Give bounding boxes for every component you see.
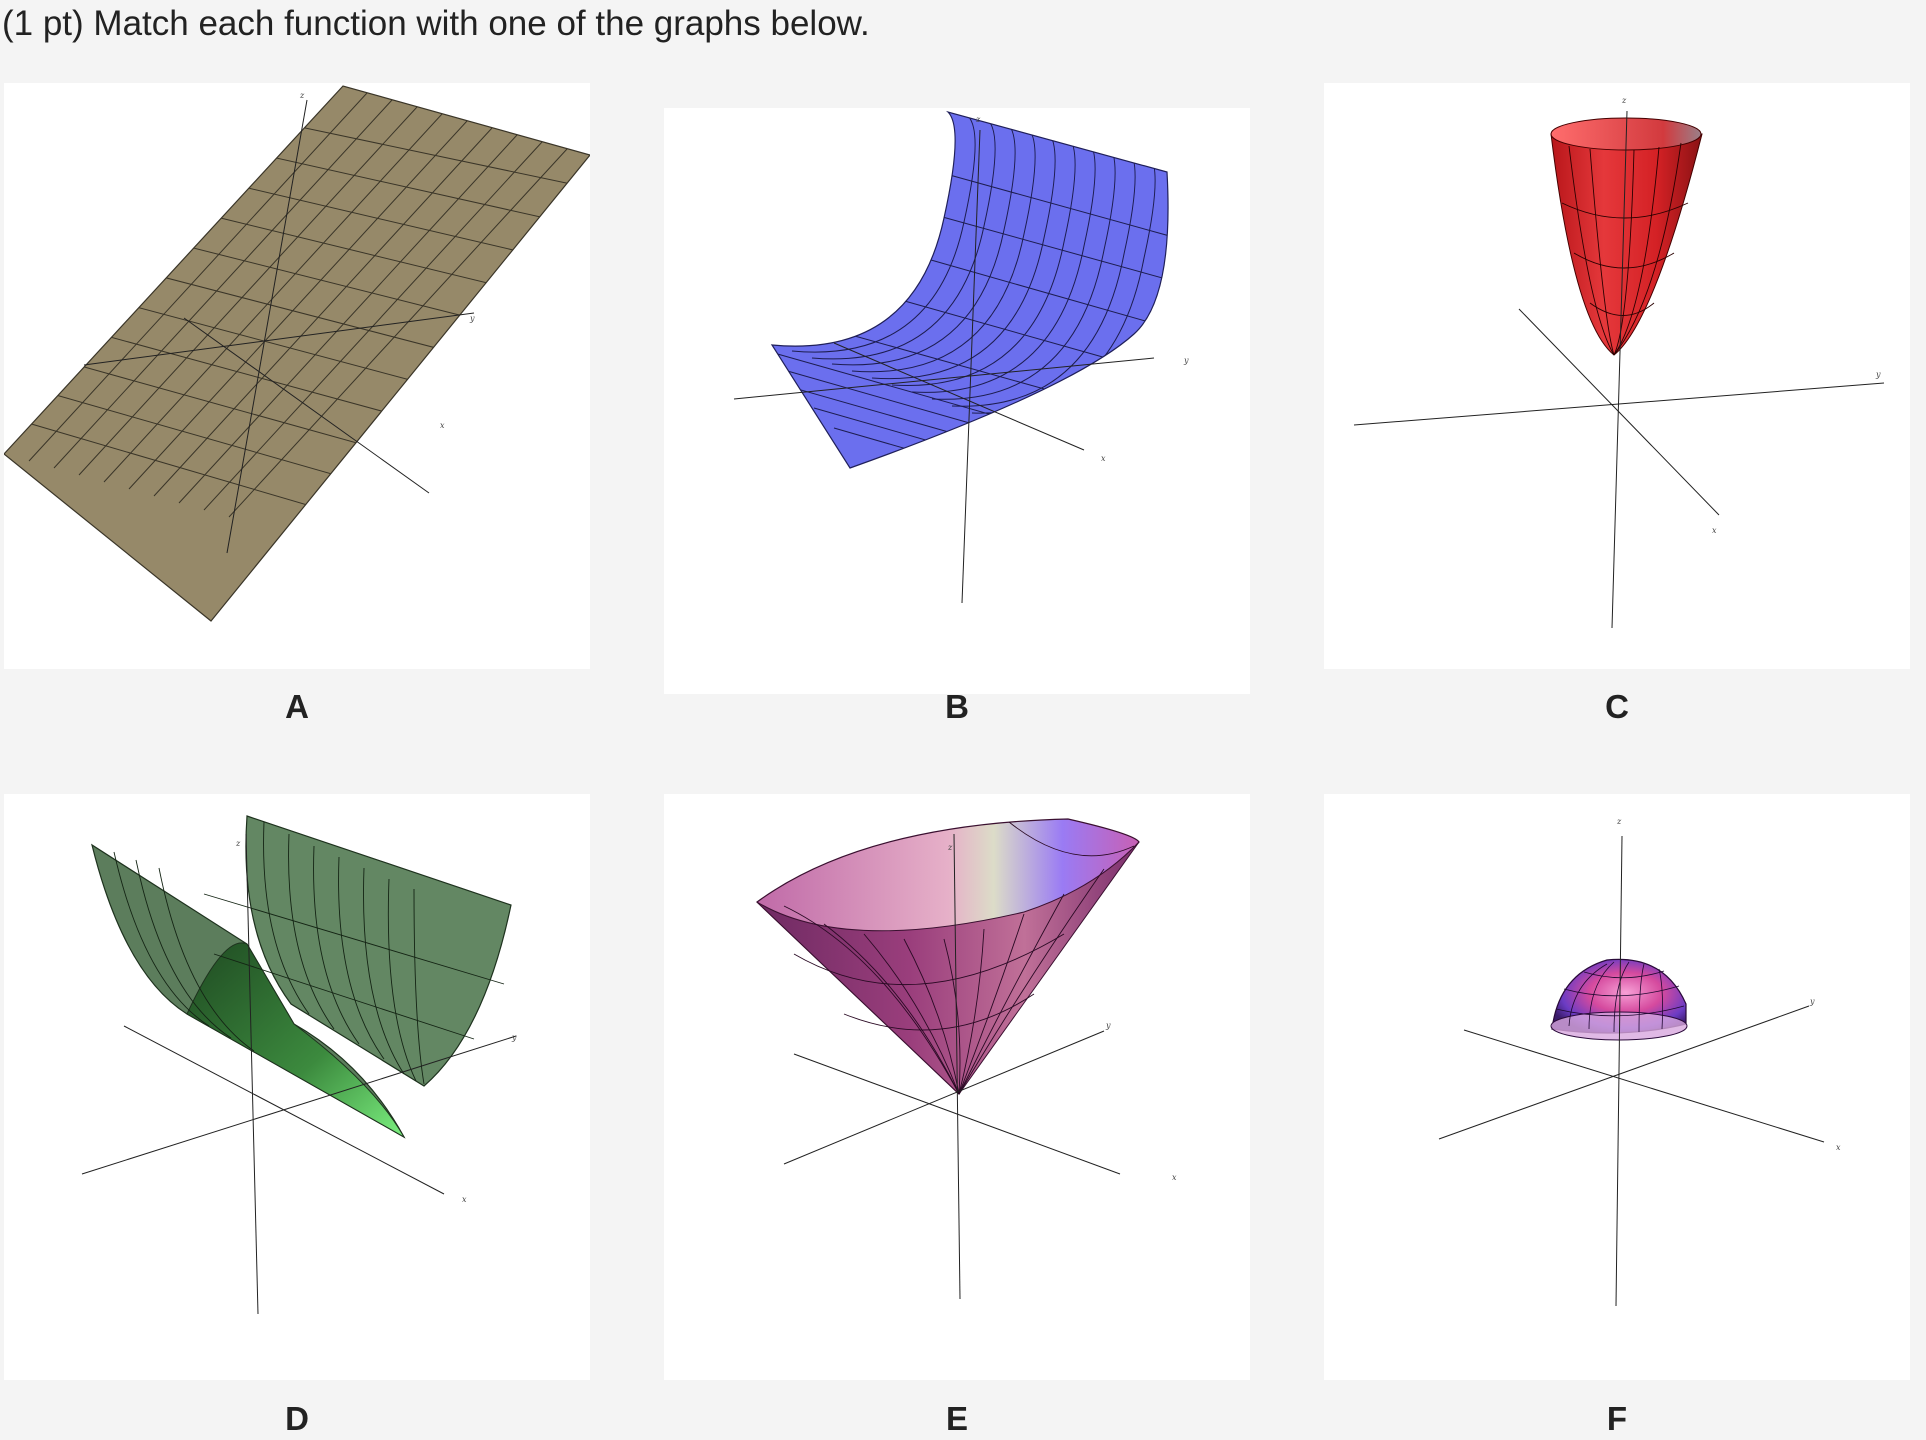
axes: [733, 129, 1155, 604]
x-axis-label: x: [1712, 526, 1717, 535]
graph-d-panel[interactable]: z y x: [4, 794, 590, 1380]
graph-b-letter: B: [945, 688, 969, 725]
paraboloid-surface: [1550, 133, 1703, 356]
graph-f-panel[interactable]: z y x: [1324, 794, 1910, 1380]
x-axis-label: x: [1101, 454, 1106, 463]
y-axis-label: y: [1809, 997, 1815, 1006]
problem-prompt: (1 pt) Match each function with one of t…: [2, 4, 870, 43]
graph-c-panel[interactable]: z y x: [1324, 83, 1910, 669]
y-axis-label: y: [511, 1033, 517, 1042]
axes: [81, 833, 517, 1315]
graph-f-plot: z y x: [1438, 817, 1841, 1307]
z-axis-label: z: [235, 839, 241, 848]
axes: [1353, 110, 1885, 629]
y-axis-label: y: [469, 314, 475, 323]
graph-e-panel[interactable]: z y x: [664, 794, 1250, 1380]
z-axis-label: z: [947, 843, 953, 852]
graph-a-plot: z y x: [4, 85, 590, 622]
x-axis-label: x: [1172, 1173, 1177, 1182]
graph-b-plot: z y x: [733, 110, 1189, 604]
graph-e-plot: z y x: [756, 818, 1177, 1300]
graph-c-letter: C: [1605, 688, 1629, 725]
graph-d-letter: D: [285, 1400, 309, 1437]
hemisphere-grid: [1555, 961, 1685, 1033]
paraboloid-grid: [1561, 142, 1689, 356]
x-axis-label: x: [440, 421, 445, 430]
graph-d-plot: z y x: [81, 815, 517, 1315]
graph-a-panel[interactable]: z y x: [4, 83, 590, 669]
back-sheet: [245, 815, 512, 1087]
plane-surface: [4, 85, 590, 622]
axes: [1438, 835, 1825, 1307]
y-axis-label: y: [1183, 356, 1189, 365]
axes: [783, 833, 1121, 1300]
graph-a-letter: A: [285, 688, 309, 725]
surface-grid: [113, 821, 505, 1085]
z-axis-label: z: [1621, 96, 1627, 105]
z-axis-label: z: [1616, 817, 1622, 826]
graph-b-panel[interactable]: z y x: [664, 108, 1250, 694]
graph-c-plot: z y x: [1353, 96, 1885, 629]
exponential-surface: [770, 110, 1169, 469]
cone-inner: [756, 841, 1140, 1095]
axes: [83, 99, 475, 554]
x-axis-label: x: [1836, 1143, 1841, 1152]
y-axis-label: y: [1875, 370, 1881, 379]
y-axis-label: y: [1105, 1021, 1111, 1030]
cone-grid: [783, 821, 1135, 1095]
graph-f-letter: F: [1606, 1400, 1628, 1437]
z-axis-label: z: [299, 91, 305, 100]
graph-e-letter: E: [945, 1400, 968, 1437]
x-axis-label: x: [462, 1195, 467, 1204]
z-axis-label: z: [975, 115, 981, 124]
